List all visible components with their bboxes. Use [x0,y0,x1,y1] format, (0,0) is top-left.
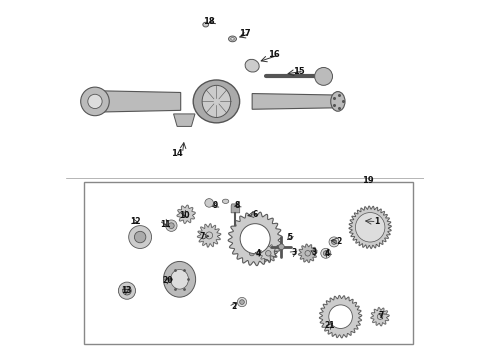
Circle shape [129,226,151,248]
Text: 14: 14 [171,149,183,158]
Circle shape [305,251,311,256]
Text: 15: 15 [293,67,304,76]
Circle shape [266,251,271,256]
Polygon shape [228,212,282,266]
Text: 7: 7 [379,311,384,320]
Circle shape [206,232,213,239]
Polygon shape [197,224,221,247]
Text: 3: 3 [292,248,297,257]
Text: 4: 4 [256,249,261,258]
Circle shape [329,305,352,328]
Circle shape [240,300,245,305]
Circle shape [249,251,254,256]
Ellipse shape [193,80,240,123]
Text: 2: 2 [231,302,236,311]
Polygon shape [231,204,240,213]
Text: 10: 10 [179,211,190,220]
Ellipse shape [228,36,237,42]
Polygon shape [252,94,334,109]
Circle shape [323,251,328,256]
Text: 19: 19 [363,176,374,185]
Ellipse shape [222,199,229,203]
Polygon shape [319,296,362,338]
Text: 3: 3 [312,248,317,257]
Circle shape [81,87,109,116]
Text: 8: 8 [234,201,240,210]
Circle shape [169,223,174,229]
Circle shape [134,231,146,243]
Ellipse shape [203,22,209,27]
Circle shape [377,314,383,319]
Text: 5: 5 [287,233,292,242]
Ellipse shape [164,261,196,297]
Circle shape [122,287,131,295]
Circle shape [119,282,136,299]
Text: 21: 21 [325,321,335,330]
Ellipse shape [171,270,189,289]
Ellipse shape [202,85,231,117]
Text: 4: 4 [325,249,330,258]
Text: 7: 7 [200,232,205,241]
Polygon shape [95,91,181,112]
Polygon shape [349,206,392,248]
Circle shape [321,248,331,258]
Text: 9: 9 [213,201,219,210]
Polygon shape [298,244,317,262]
Bar [84,182,413,344]
Circle shape [315,67,333,85]
Ellipse shape [245,59,259,72]
Circle shape [279,244,284,249]
Text: 2: 2 [336,237,342,246]
Circle shape [205,199,214,207]
Circle shape [183,212,189,217]
Circle shape [329,237,339,247]
Circle shape [247,248,257,258]
Ellipse shape [231,38,234,40]
Text: 13: 13 [121,286,132,295]
Text: 20: 20 [163,276,173,285]
Circle shape [237,297,246,307]
Text: 16: 16 [268,50,279,59]
Polygon shape [371,307,389,326]
Text: 12: 12 [130,217,141,226]
Circle shape [166,220,177,231]
Polygon shape [177,205,196,224]
Text: 17: 17 [239,29,251,38]
Circle shape [240,224,270,254]
Circle shape [332,239,337,244]
Text: 11: 11 [161,220,171,229]
Text: 6: 6 [252,210,258,219]
Circle shape [358,216,382,239]
Text: 18: 18 [203,17,215,26]
Text: 1: 1 [374,217,379,226]
Polygon shape [173,114,195,126]
Polygon shape [259,244,277,262]
Ellipse shape [331,91,345,111]
Circle shape [355,212,385,242]
Circle shape [88,94,102,109]
